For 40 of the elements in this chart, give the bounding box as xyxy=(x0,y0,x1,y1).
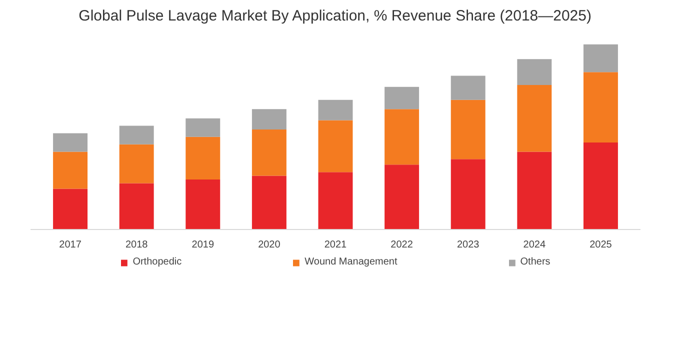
bar xyxy=(318,100,353,120)
bar xyxy=(119,126,154,144)
legend-label: Orthopedic xyxy=(132,256,182,268)
x-tick-label: 2024 xyxy=(523,240,546,250)
bar xyxy=(186,180,220,230)
bar xyxy=(583,72,618,142)
x-tick-label: 2020 xyxy=(258,240,281,250)
bar xyxy=(252,109,286,130)
bar xyxy=(252,176,286,230)
bar xyxy=(450,159,486,230)
legend-label: Wound Management xyxy=(304,256,398,268)
x-tick-label: 2025 xyxy=(590,240,612,250)
bar xyxy=(186,118,220,137)
bar xyxy=(318,120,353,172)
legend-label: Others xyxy=(520,256,550,268)
x-tick-label: 2019 xyxy=(192,240,214,250)
bar xyxy=(119,144,154,184)
x-tick-label: 2023 xyxy=(456,240,480,250)
bar xyxy=(583,44,618,72)
bar xyxy=(517,85,552,152)
x-tick-label: 2018 xyxy=(125,240,148,250)
bar xyxy=(517,59,552,86)
bar xyxy=(119,183,154,230)
x-tick-label: 2017 xyxy=(59,240,82,250)
chart-title: Global Pulse Lavage Market By Application, % Revenue Share (2018—2025) xyxy=(78,8,592,24)
bar xyxy=(384,86,420,110)
bar xyxy=(583,142,618,230)
bar xyxy=(450,100,486,160)
bar xyxy=(450,76,486,100)
bar xyxy=(384,164,420,230)
bar xyxy=(252,130,286,176)
bar xyxy=(53,188,88,230)
x-tick-label: 2021 xyxy=(324,240,348,250)
bar xyxy=(517,152,552,230)
x-tick-label: 2022 xyxy=(390,240,414,250)
bar xyxy=(186,136,220,180)
bar xyxy=(384,109,420,165)
bar xyxy=(53,133,88,152)
bar xyxy=(318,172,353,230)
bar xyxy=(53,152,88,189)
